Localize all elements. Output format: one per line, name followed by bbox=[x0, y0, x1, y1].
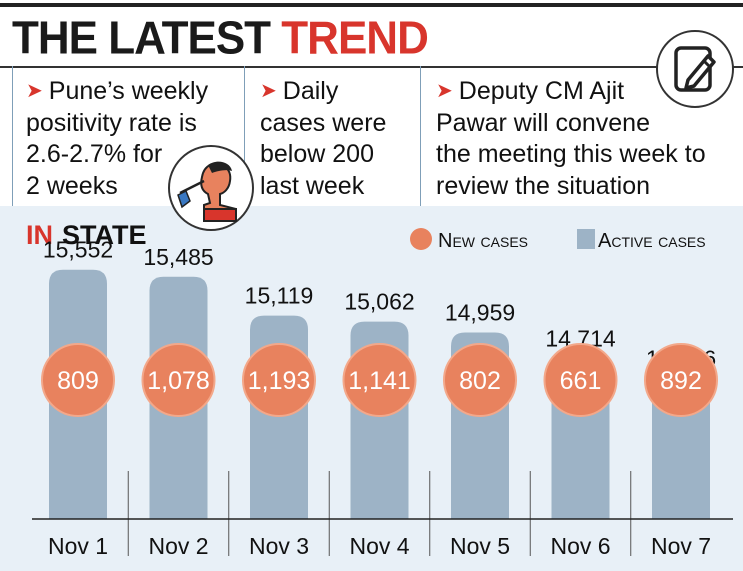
circle-new-cases bbox=[443, 343, 517, 417]
info-box-meeting: ➤ Deputy CM Ajit Pawar will convene the m… bbox=[422, 68, 740, 208]
arrow-icon: ➤ bbox=[260, 80, 277, 102]
circle-value-label: 809 bbox=[57, 367, 99, 395]
bar-value-label: 15,485 bbox=[143, 244, 213, 270]
circle-value-label: 802 bbox=[459, 367, 501, 395]
circle-value-label: 1,078 bbox=[147, 367, 210, 395]
info-band: ➤ Pune’s weekly positivity rate is 2.6-2.… bbox=[0, 66, 743, 206]
circle-value-label: 661 bbox=[560, 367, 602, 395]
section-label: STATE bbox=[62, 220, 147, 250]
x-tick-label: Nov 7 bbox=[651, 533, 711, 559]
x-tick-label: Nov 3 bbox=[249, 533, 309, 559]
info-divider bbox=[12, 66, 13, 206]
arrow-icon: ➤ bbox=[26, 80, 43, 102]
x-labels-group: Nov 1 Nov 2 Nov 3 Nov 4 Nov 5 Nov 6 Nov 7 bbox=[48, 533, 711, 559]
info-divider bbox=[420, 66, 421, 206]
legend-swatch-active-cases bbox=[577, 229, 595, 249]
info-line: below 200 bbox=[260, 140, 374, 168]
info-line: Pawar will convene bbox=[436, 108, 650, 137]
info-line: last week bbox=[260, 171, 365, 200]
legend-label-active-cases: Active cases bbox=[598, 230, 706, 252]
x-tick-label: Nov 5 bbox=[450, 533, 510, 559]
pencil-icon bbox=[674, 46, 716, 92]
title-accent: TREND bbox=[281, 12, 429, 65]
section-prefix: IN bbox=[26, 220, 53, 250]
page-title: THE LATEST TREND bbox=[12, 12, 429, 66]
info-divider bbox=[244, 66, 245, 206]
circle-new-cases bbox=[342, 343, 417, 417]
circle-value-label: 892 bbox=[660, 367, 702, 395]
x-tick-label: Nov 2 bbox=[148, 533, 208, 559]
circle-new-cases bbox=[141, 343, 216, 417]
chart: IN STATE New cases Active cases 15,552 80… bbox=[26, 220, 733, 559]
info-line: cases were bbox=[260, 108, 387, 137]
bar-value-label: 15,062 bbox=[344, 289, 414, 315]
edit-icon-badge bbox=[656, 30, 734, 108]
circle-new-cases bbox=[543, 343, 618, 417]
legend-swatch-new-cases bbox=[410, 228, 432, 250]
info-line: positivity rate is bbox=[26, 108, 197, 137]
swab-test-icon-badge bbox=[168, 145, 254, 231]
swab-test-icon bbox=[177, 161, 237, 222]
info-line: 2.6-2.7% for bbox=[26, 140, 163, 168]
x-tick-label: Nov 4 bbox=[349, 533, 409, 559]
x-tick-label: Nov 1 bbox=[48, 533, 108, 559]
bar-value-label: 15,552 bbox=[43, 237, 113, 263]
circle-new-cases bbox=[644, 343, 718, 417]
top-rule bbox=[0, 3, 743, 7]
info-line: the meeting this week to bbox=[436, 140, 706, 168]
x-tick-label: Nov 6 bbox=[550, 533, 610, 559]
info-line: review the situation bbox=[436, 171, 651, 200]
circle-value-label: 1,193 bbox=[248, 367, 311, 395]
info-line: ➤ Pune’s weekly bbox=[26, 77, 209, 105]
bar-value-label: 14,959 bbox=[445, 300, 515, 326]
legend-label-new-cases: New cases bbox=[438, 230, 528, 252]
info-box-daily-cases: ➤ Daily cases were below 200 last week bbox=[246, 68, 418, 208]
bars-group: 15,552 809 15,485 1,078 15,119 1,193 15,062 1,1… bbox=[41, 237, 718, 556]
bar-value-label: 15,119 bbox=[245, 283, 314, 309]
legend: New cases Active cases bbox=[410, 228, 706, 252]
info-line: 2 weeks bbox=[26, 171, 118, 200]
circle-new-cases bbox=[242, 343, 316, 417]
circle-value-label: 1,141 bbox=[348, 367, 411, 395]
info-line: ➤ Daily bbox=[260, 77, 339, 105]
title-main: THE LATEST bbox=[12, 12, 271, 65]
circle-new-cases bbox=[41, 343, 115, 417]
info-box-positivity: ➤ Pune’s weekly positivity rate is 2.6-2.… bbox=[12, 68, 244, 208]
section-heading: IN STATE bbox=[26, 220, 147, 250]
arrow-icon: ➤ bbox=[436, 80, 453, 102]
info-line: ➤ Deputy CM Ajit bbox=[436, 77, 625, 105]
